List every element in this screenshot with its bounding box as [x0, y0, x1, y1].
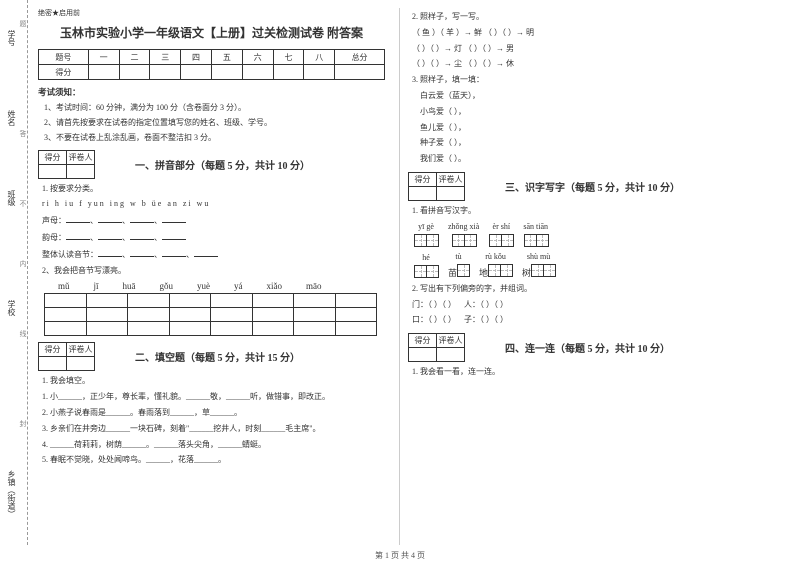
q1-2-label: 2、我会把音节写漂亮。 — [42, 265, 385, 278]
margin-label: 乡镇（街道） — [6, 470, 17, 518]
exam-title: 玉林市实验小学一年级语文【上册】过关检测试卷 附答案 — [38, 24, 385, 41]
hdr-cell: 二 — [119, 50, 150, 65]
margin-label: 学校 — [6, 300, 17, 316]
score-summary-table: 题号 一 二 三 四 五 六 七 八 总分 得分 — [38, 49, 385, 80]
section-score-box: 得分评卷人 四、连一连（每题 5 分，共计 10 分） — [408, 333, 762, 362]
section-score-box: 得分评卷人 一、拼音部分（每题 5 分，共计 10 分） — [38, 150, 385, 179]
hdr-cell: 八 — [304, 50, 335, 65]
secrecy-tag: 绝密★启用前 — [38, 8, 385, 18]
q3-line: 我们爱（ ）。 — [420, 153, 762, 166]
pinyin-row: mǔjīhuāgǒuyuèyáxiǎomāo — [58, 281, 385, 291]
cut-mark: 不 — [18, 200, 28, 207]
writing-grid — [44, 293, 377, 336]
hdr-cell: 七 — [273, 50, 304, 65]
hdr-cell: 一 — [88, 50, 119, 65]
cut-mark: 题 — [18, 20, 28, 27]
fill-line: 4. ______荷莉莉，树荫______。______落头尖角，______蜻… — [42, 439, 385, 452]
cat-shengmu: 声母：、、、 — [42, 214, 385, 228]
hdr-cell: 六 — [242, 50, 273, 65]
letter-list: ri h iu f yun ing w b üe an zi wu — [42, 198, 385, 211]
notice-item: 2、请首先按要求在试卷的指定位置填写您的姓名、班级、学号。 — [44, 117, 385, 128]
q3-line: 鱼儿爱（ ）， — [420, 122, 762, 135]
q2-pattern-label: 2. 照样子，写一写。 — [412, 11, 762, 24]
q2-1-label: 1. 我会填空。 — [42, 375, 385, 388]
q1-1-label: 1. 按要求分类。 — [42, 183, 385, 196]
q3-label: 3. 照样子，填一填： — [412, 74, 762, 87]
q3-example: 白云爱（蓝天）， — [420, 90, 762, 103]
q3-line: 小鸟爱（ ）， — [420, 106, 762, 119]
hdr-cell: 三 — [150, 50, 181, 65]
tianzige-row: hé tù苗 rù kǒu地 shù mù树 — [414, 252, 762, 279]
cut-mark: 线 — [18, 330, 28, 337]
fill-line: 2. 小燕子说春雨是______。春雨落到______，草______。 — [42, 407, 385, 420]
cut-mark: 封 — [18, 420, 28, 427]
pattern-line: （ ）（ ）→ 尘 （ ）（ ）→ 休 — [412, 58, 762, 71]
hdr-cell: 四 — [181, 50, 212, 65]
notice-item: 1、考试时间：60 分钟，满分为 100 分（含卷面分 3 分）。 — [44, 102, 385, 113]
section-4-title: 四、连一连（每题 5 分，共计 10 分） — [505, 340, 670, 355]
q4-1-label: 1. 我会看一看，连一连。 — [412, 366, 762, 379]
section-score-box: 得分评卷人 三、识字写字（每题 5 分，共计 10 分） — [408, 172, 762, 201]
fill-line: 3. 乡亲们在井旁边______一块石碑，刻着"______挖井人，时刻____… — [42, 423, 385, 436]
radical-line: 门：（ ）（ ） 人：（ ）（ ） — [412, 299, 762, 312]
hdr-cell: 总分 — [335, 50, 385, 65]
fill-line: 1. 小______，正少年，尊长辈，懂礼貌。______敬，______听，做… — [42, 391, 385, 404]
hdr-cell: 五 — [211, 50, 242, 65]
pattern-line: （ 鱼 ）（ 羊 ）→ 鲜 （ ）（ ）→ 明 — [412, 27, 762, 40]
cat-zhengti: 整体认读音节：、、、 — [42, 248, 385, 262]
page: 绝密★启用前 玉林市实验小学一年级语文【上册】过关检测试卷 附答案 题号 一 二… — [0, 0, 800, 545]
radical-line: 口：（ ）（ ） 子：（ ）（ ） — [412, 314, 762, 327]
section-2-title: 二、填空题（每题 5 分，共计 15 分） — [135, 349, 300, 364]
cut-mark: 答 — [18, 130, 28, 137]
margin-label: 姓名 — [6, 110, 17, 126]
page-footer: 第 1 页 共 4 页 — [0, 550, 800, 561]
binding-margin: 学号 姓名 班级 学校 乡镇（街道） 题 答 不 内 线 封 — [0, 0, 28, 545]
margin-label: 学号 — [6, 30, 17, 46]
margin-label: 班级 — [6, 190, 17, 206]
left-column: 绝密★启用前 玉林市实验小学一年级语文【上册】过关检测试卷 附答案 题号 一 二… — [30, 8, 400, 545]
q3-line: 种子爱（ ）， — [420, 137, 762, 150]
hdr-cell: 得分 — [39, 65, 89, 80]
right-column: 2. 照样子，写一写。 （ 鱼 ）（ 羊 ）→ 鲜 （ ）（ ）→ 明 （ ）（… — [400, 8, 770, 545]
pattern-line: （ ）（ ）→ 灯 （ ）（ ）→ 男 — [412, 43, 762, 56]
section-1-title: 一、拼音部分（每题 5 分，共计 10 分） — [135, 157, 310, 172]
hdr-cell: 题号 — [39, 50, 89, 65]
fill-line: 5. 春眠不觉晓，处处闻啼鸟。______，花落______。 — [42, 454, 385, 467]
cat-yunmu: 韵母：、、、 — [42, 231, 385, 245]
notice-item: 3、不要在试卷上乱涂乱画，卷面不整洁扣 3 分。 — [44, 132, 385, 143]
notice-heading: 考试须知： — [38, 86, 385, 98]
cut-mark: 内 — [18, 260, 28, 267]
section-score-box: 得分评卷人 二、填空题（每题 5 分，共计 15 分） — [38, 342, 385, 371]
q3-1-label: 1. 看拼音写汉字。 — [412, 205, 762, 218]
tianzige-row: yī gè zhǒng xià èr shí sān tiān — [414, 222, 762, 248]
section-3-title: 三、识字写字（每题 5 分，共计 10 分） — [505, 179, 680, 194]
q3-2-label: 2. 写出有下列偏旁的字，并组词。 — [412, 283, 762, 296]
